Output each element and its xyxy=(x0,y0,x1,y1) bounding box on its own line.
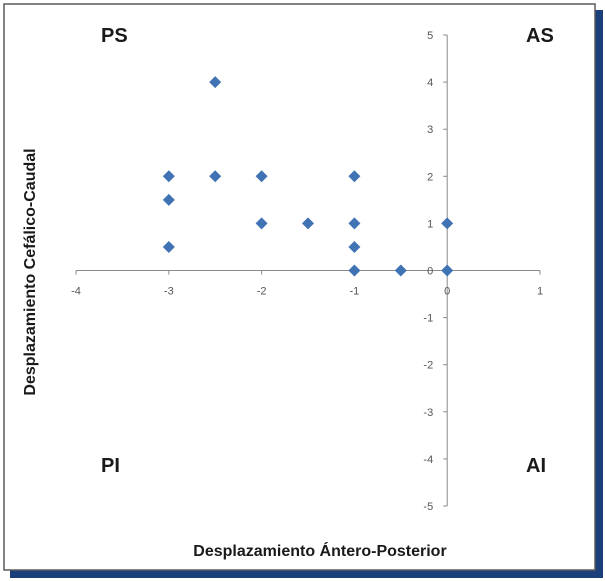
x-tick-label: -4 xyxy=(71,286,81,298)
data-point xyxy=(162,240,175,253)
x-axis-title: Desplazamiento Ántero-Posterior xyxy=(193,541,446,560)
y-axis-title: Desplazamiento Cefálico-Caudal xyxy=(22,148,39,395)
quadrant-label-top-right: AS xyxy=(526,25,554,47)
x-tick-label: -2 xyxy=(257,286,267,298)
data-point xyxy=(162,193,175,206)
data-point xyxy=(209,170,222,183)
data-point xyxy=(348,264,361,277)
y-tick-label: 5 xyxy=(427,30,433,42)
x-tick-label: -3 xyxy=(164,286,174,298)
data-point xyxy=(302,217,314,230)
y-tick-label: 0 xyxy=(427,266,433,278)
y-tick-label: -1 xyxy=(423,313,433,325)
y-tick-label: 4 xyxy=(427,77,433,89)
y-tick-label: -2 xyxy=(423,360,433,372)
data-point xyxy=(348,240,361,253)
y-tick-label: -5 xyxy=(423,501,433,513)
x-tick-label: 0 xyxy=(444,286,450,298)
data-point xyxy=(441,217,454,230)
data-point xyxy=(441,264,454,277)
data-point xyxy=(255,217,268,230)
x-tick-label: -1 xyxy=(350,286,360,298)
data-point xyxy=(394,264,407,277)
y-tick-labels: -5 -4 -3 -2 -1 0 1 2 3 4 5 xyxy=(423,30,448,513)
quadrant-label-bottom-left: PI xyxy=(101,455,120,477)
data-point xyxy=(162,170,175,183)
y-tick-label: 3 xyxy=(427,124,433,136)
data-point xyxy=(348,217,361,230)
data-points xyxy=(162,76,454,277)
data-point xyxy=(348,170,361,183)
data-point xyxy=(209,76,222,89)
data-point xyxy=(255,170,268,183)
quadrant-label-bottom-right: AI xyxy=(526,455,546,477)
quadrant-label-top-left: PS xyxy=(101,25,128,47)
y-tick-label: 2 xyxy=(427,171,433,183)
chart-frame xyxy=(3,3,596,571)
y-tick-label: -4 xyxy=(423,454,433,466)
y-tick-label: 1 xyxy=(427,218,433,230)
y-tick-label: -3 xyxy=(423,407,433,419)
x-tick-label: 1 xyxy=(537,286,543,298)
